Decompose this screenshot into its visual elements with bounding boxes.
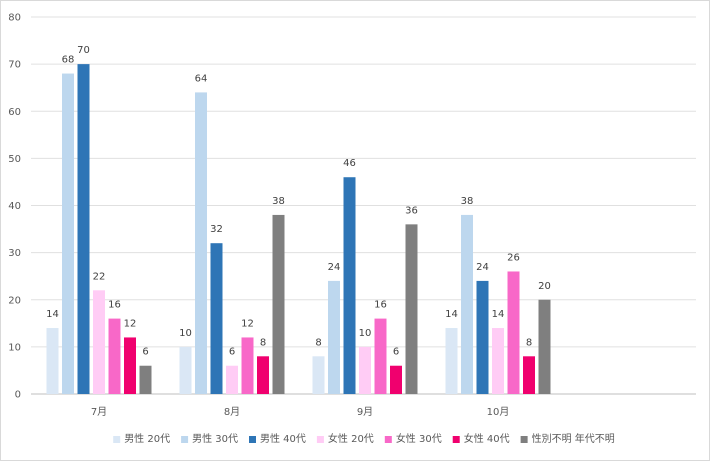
- gridlines: [31, 16, 696, 395]
- data-label: 24: [328, 262, 341, 273]
- data-label: 10: [359, 328, 372, 339]
- y-tick-label: 10: [8, 342, 21, 353]
- bar: [272, 214, 285, 394]
- data-label: 26: [507, 252, 520, 263]
- legend-label: 性別不明 年代不明: [532, 432, 615, 445]
- x-axis: 7月 8月 9月 10月: [91, 406, 510, 418]
- data-label: 20: [538, 281, 551, 292]
- data-label: 12: [241, 318, 254, 329]
- data-label: 22: [93, 271, 106, 282]
- bar: [343, 177, 356, 394]
- legend-swatch: [113, 436, 121, 443]
- legend-item: 男性 20代: [113, 432, 170, 445]
- bar: [538, 299, 551, 394]
- y-tick-label: 30: [8, 248, 21, 259]
- data-label: 12: [124, 318, 137, 329]
- bar: [139, 365, 152, 394]
- data-label: 8: [260, 337, 266, 348]
- legend-item: 性別不明 年代不明: [520, 432, 615, 445]
- legend: 男性 20代 男性 30代 男性 40代 女性 20代 女性 30代 女性 40代 性別不明…: [113, 432, 615, 445]
- data-label: 8: [315, 337, 321, 348]
- bar: [312, 356, 325, 394]
- legend-label: 女性 40代: [464, 432, 510, 445]
- data-label: 70: [77, 45, 90, 56]
- y-tick-label: 60: [8, 107, 21, 118]
- data-label: 64: [195, 73, 208, 84]
- data-label: 8: [526, 337, 532, 348]
- bar: [359, 346, 371, 394]
- bar: [210, 243, 223, 394]
- legend-swatch: [181, 436, 189, 443]
- data-labels: 1468702216126106432612838824461016636143…: [46, 45, 551, 358]
- data-label: 36: [405, 205, 418, 216]
- data-label: 32: [210, 224, 223, 235]
- legend-label: 女性 20代: [328, 432, 374, 445]
- y-axis: 0 10 20 30 40 50 60 70 80: [8, 13, 21, 401]
- x-tick-label: 8月: [224, 406, 240, 418]
- legend-swatch: [316, 436, 324, 443]
- bar: [179, 346, 192, 394]
- bar: [405, 224, 418, 394]
- y-tick-label: 0: [15, 390, 21, 401]
- data-label: 10: [179, 328, 192, 339]
- data-label: 68: [62, 55, 75, 66]
- bar: [124, 337, 136, 394]
- bar: [390, 365, 402, 394]
- bar: [476, 280, 489, 394]
- bar: [46, 328, 59, 394]
- bar: [108, 318, 121, 394]
- bar: [445, 328, 458, 394]
- data-label: 46: [343, 158, 356, 169]
- x-tick-label: 9月: [357, 406, 373, 418]
- bar: [93, 290, 105, 394]
- y-tick-label: 40: [8, 201, 21, 212]
- data-label: 14: [46, 309, 59, 320]
- bar: [374, 318, 387, 394]
- bar: [492, 328, 504, 394]
- legend-swatch: [249, 436, 256, 443]
- data-label: 38: [461, 196, 474, 207]
- bar: [523, 356, 535, 394]
- data-label: 6: [142, 347, 148, 358]
- data-label: 16: [374, 300, 387, 311]
- y-tick-label: 20: [8, 295, 21, 306]
- bar: [461, 214, 473, 394]
- legend-item: 女性 30代: [384, 432, 442, 445]
- bar: [226, 365, 238, 394]
- bar: [241, 337, 254, 394]
- legend-swatch: [452, 436, 460, 443]
- legend-item: 男性 40代: [249, 432, 306, 445]
- legend-item: 女性 20代: [316, 432, 374, 445]
- data-label: 16: [108, 300, 121, 311]
- legend-label: 女性 30代: [396, 432, 442, 445]
- y-tick-label: 70: [8, 60, 21, 71]
- bars: [46, 64, 551, 395]
- legend-item: 女性 40代: [452, 432, 510, 445]
- bar: [507, 271, 520, 394]
- data-label: 6: [229, 347, 235, 358]
- x-tick-label: 7月: [91, 406, 107, 418]
- y-tick-label: 80: [8, 13, 21, 24]
- legend-swatch: [384, 436, 392, 443]
- bar: [257, 356, 269, 394]
- data-label: 38: [272, 196, 285, 207]
- x-tick-label: 10月: [487, 406, 510, 418]
- legend-label: 男性 30代: [192, 432, 238, 445]
- bar: [195, 92, 207, 395]
- legend-swatch: [520, 436, 528, 443]
- bar: [328, 280, 340, 394]
- legend-label: 男性 40代: [260, 432, 306, 445]
- data-label: 14: [492, 309, 505, 320]
- legend-item: 男性 30代: [181, 432, 238, 445]
- bar: [77, 64, 90, 394]
- y-tick-label: 50: [8, 154, 21, 165]
- data-label: 14: [445, 309, 458, 320]
- data-label: 6: [393, 347, 399, 358]
- bar: [62, 73, 74, 395]
- legend-label: 男性 20代: [124, 432, 170, 445]
- data-label: 24: [476, 262, 489, 273]
